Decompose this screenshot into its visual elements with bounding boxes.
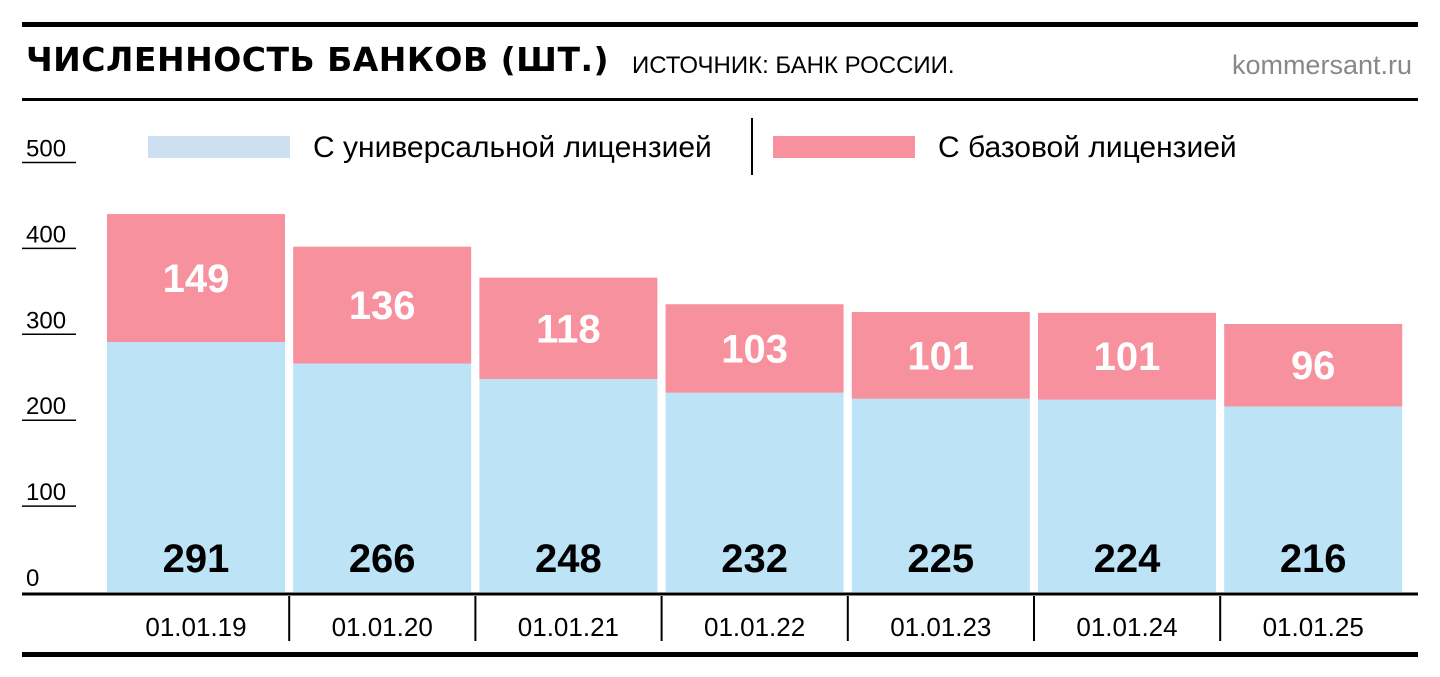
y-tick-label: 300 [26,307,66,334]
data-label-basic: 149 [163,257,230,301]
data-label-basic: 118 [536,307,601,351]
data-label-basic: 96 [1291,344,1336,388]
data-label-basic: 101 [907,334,974,378]
x-tick-label: 01.01.21 [518,612,619,642]
data-label-universal: 225 [907,537,974,581]
top-rule [22,22,1418,27]
y-tick-label: 100 [26,479,66,506]
bar-basic[interactable] [293,246,472,364]
data-label-basic: 136 [349,284,416,328]
legend-swatch-basic [773,136,915,158]
x-tick-label: 01.01.20 [332,612,433,642]
data-label-universal: 291 [163,537,230,581]
legend-swatch-universal [148,136,290,158]
bottom-rule [22,652,1418,657]
x-tick-label: 01.01.25 [1263,612,1364,642]
bar-basic[interactable] [665,304,844,393]
data-label-universal: 232 [721,537,788,581]
x-tick-label: 01.01.22 [704,612,805,642]
bar-universal[interactable] [665,392,844,592]
x-tick-label: 01.01.24 [1076,612,1177,642]
site-credit: kommersant.ru [1231,50,1412,80]
y-tick-label: 400 [26,221,66,248]
bar-basic[interactable] [1038,312,1216,400]
source-note: ИСТОЧНИК: БАНК РОССИИ. [632,52,955,79]
data-label-universal: 248 [535,537,602,581]
bar-universal[interactable] [1224,406,1403,592]
y-tick-label: 0 [26,565,39,592]
header-rule [22,98,1418,101]
data-label-universal: 216 [1280,537,1347,581]
bar-universal[interactable] [479,378,658,592]
bar-basic[interactable] [851,311,1030,399]
bar-basic[interactable] [1224,323,1403,407]
y-tick-label: 500 [26,136,66,163]
y-tick-label: 200 [26,393,66,420]
data-label-universal: 224 [1094,537,1161,581]
legend-label-basic: С базовой лицензией [938,131,1237,164]
bar-universal[interactable] [293,363,472,592]
x-tick-label: 01.01.23 [890,612,991,642]
bar-universal[interactable] [1038,399,1216,592]
chart-title: ЧИСЛЕННОСТЬ БАНКОВ (ШТ.) [26,40,610,79]
data-label-universal: 266 [349,537,416,581]
data-label-basic: 101 [1094,335,1161,379]
bar-basic[interactable] [479,277,658,379]
x-tick-label: 01.01.19 [145,612,246,642]
legend-label-universal: С универсальной лицензией [313,131,712,164]
bar-basic[interactable] [107,214,285,343]
bar-universal[interactable] [851,398,1030,592]
bar-universal[interactable] [107,342,285,592]
data-label-basic: 103 [721,327,788,371]
